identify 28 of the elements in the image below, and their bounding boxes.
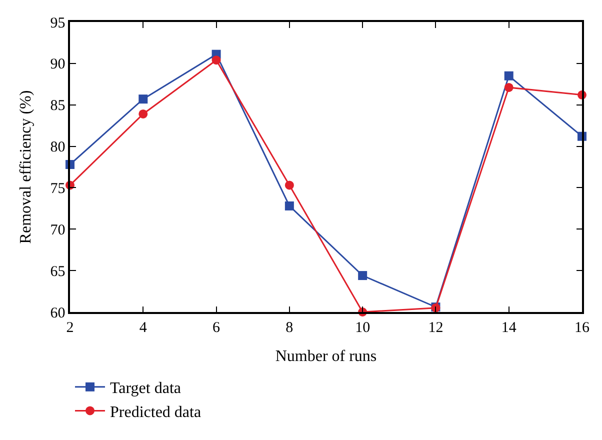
point — [138, 109, 148, 118]
x-tick-label: 14 — [501, 320, 517, 336]
x-tick-label: 2 — [66, 320, 74, 336]
y-tick-label: 80 — [50, 140, 66, 156]
x-tick-label: 8 — [286, 320, 294, 336]
x-tick-label: 10 — [355, 320, 370, 336]
x-tick-label: 4 — [139, 320, 148, 336]
y-tick-label: 65 — [50, 264, 66, 280]
y-tick-label: 85 — [50, 98, 66, 114]
point — [212, 56, 221, 65]
legend-label: Target data — [110, 380, 181, 398]
point — [504, 82, 514, 92]
point — [284, 180, 294, 190]
point — [284, 201, 294, 210]
y-tick-label: 60 — [50, 305, 66, 322]
y-tick-label: 70 — [50, 222, 66, 238]
legend-label: Predicted data — [110, 404, 202, 421]
y-tick-label: 75 — [50, 180, 66, 197]
x-tick-label: 12 — [428, 320, 444, 336]
y-axis-title: Removal efficiency (%) — [18, 90, 35, 244]
x-axis-title: Number of runs — [275, 348, 377, 365]
point — [504, 71, 514, 80]
y-tick-label: 90 — [50, 56, 66, 73]
point — [358, 271, 368, 280]
point — [138, 94, 148, 104]
y-tick-label: 95 — [50, 15, 66, 32]
x-tick-label: 16 — [574, 320, 590, 336]
x-tick-label: 6 — [212, 320, 221, 336]
